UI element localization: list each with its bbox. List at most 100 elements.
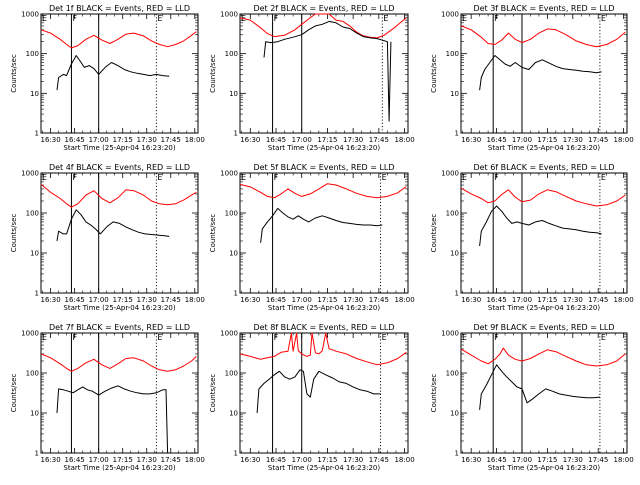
y-tick-label: 1	[234, 290, 238, 298]
y-tick-label: 1	[455, 130, 459, 138]
time-marker-label: F	[494, 14, 499, 23]
x-tick-label: 16:45	[266, 456, 286, 464]
chart-panel-4: Det 4f BLACK = Events, RED = LLD 1 10 100 10…	[10, 163, 205, 312]
x-tick-label: 16:45	[486, 456, 506, 464]
plot-frame	[40, 172, 199, 294]
x-axis-label: Start Time (25-Apr-04 16:23:20)	[488, 304, 600, 312]
y-tick-label: 100	[225, 50, 238, 58]
time-marker-label: F	[494, 173, 499, 182]
plot-frame	[239, 172, 409, 294]
chart-panel-2: Det 2f BLACK = Events, RED = LLD 1 10 100 10…	[209, 4, 415, 152]
x-tick-label: 17:00	[292, 456, 312, 464]
x-tick-label: 17:45	[588, 136, 608, 144]
plot-frame	[460, 13, 628, 134]
x-tick-label: 16:45	[65, 136, 85, 144]
y-axis-label: Counts/sec	[10, 374, 18, 413]
y-tick-label: 10	[229, 250, 238, 258]
y-tick-label: 1	[455, 450, 459, 458]
y-axis-label: Counts/sec	[430, 214, 438, 253]
chart-title: Det 5f BLACK = Events, RED = LLD	[253, 163, 394, 172]
x-tick-label: 17:45	[161, 456, 181, 464]
time-marker-label: E	[601, 173, 606, 182]
x-tick-label: 16:45	[266, 296, 286, 304]
x-tick-label: 16:45	[486, 296, 506, 304]
x-axis-label: Start Time (25-Apr-04 16:23:20)	[63, 144, 175, 152]
x-tick-label: 17:45	[369, 456, 389, 464]
x-axis-label: Start Time (25-Apr-04 16:23:20)	[268, 144, 380, 152]
time-marker-label: E	[382, 173, 387, 182]
x-tick-label: 16:45	[486, 136, 506, 144]
time-marker-label: E	[462, 173, 467, 182]
x-tick-label: 17:45	[161, 136, 181, 144]
x-tick-label: 17:00	[89, 456, 109, 464]
time-marker-label: E	[462, 333, 467, 342]
chart-title: Det 1f BLACK = Events, RED = LLD	[49, 4, 190, 13]
lld-series-line	[460, 25, 626, 48]
y-tick-label: 1000	[220, 330, 238, 338]
x-tick-label: 17:45	[369, 136, 389, 144]
x-tick-label: 18:00	[185, 456, 205, 464]
lld-series-line	[40, 29, 197, 49]
x-tick-label: 16:30	[41, 136, 61, 144]
x-tick-label: 17:15	[317, 296, 337, 304]
x-tick-label: 17:00	[292, 136, 312, 144]
x-tick-label: 16:30	[461, 136, 481, 144]
time-marker-label: F	[274, 333, 279, 342]
y-tick-label: 10	[229, 90, 238, 98]
y-axis-label: Counts/sec	[209, 214, 217, 253]
x-tick-label: 17:30	[343, 136, 363, 144]
x-tick-label: 18:00	[614, 136, 634, 144]
x-axis-label: Start Time (25-Apr-04 16:23:20)	[268, 304, 380, 312]
time-marker-label: E	[241, 333, 246, 342]
time-marker-label: E	[601, 333, 606, 342]
x-tick-label: 17:15	[317, 136, 337, 144]
time-marker-label: E	[157, 14, 162, 23]
y-tick-label: 10	[450, 410, 459, 418]
x-axis-label: Start Time (25-Apr-04 16:23:20)	[63, 464, 175, 472]
events-series-line	[263, 20, 392, 122]
x-tick-label: 16:30	[240, 296, 260, 304]
y-tick-label: 1	[35, 130, 39, 138]
chart-panel-3: Det 3f BLACK = Events, RED = LLD 1 10 100 10…	[430, 4, 634, 152]
time-marker-label: E	[42, 173, 47, 182]
x-tick-label: 17:15	[113, 136, 133, 144]
x-tick-label: 17:15	[317, 456, 337, 464]
x-tick-label: 17:15	[113, 296, 133, 304]
x-tick-label: 17:30	[343, 456, 363, 464]
lld-series-line	[460, 187, 626, 207]
x-tick-label: 16:30	[461, 296, 481, 304]
lld-series-line	[239, 13, 407, 39]
y-tick-label: 100	[26, 210, 39, 218]
chart-title: Det 7f BLACK = Events, RED = LLD	[49, 323, 190, 332]
x-tick-label: 17:00	[89, 136, 109, 144]
x-tick-label: 16:30	[240, 136, 260, 144]
x-axis-label: Start Time (25-Apr-04 16:23:20)	[63, 304, 175, 312]
y-tick-label: 1000	[441, 170, 459, 178]
chart-title: Det 3f BLACK = Events, RED = LLD	[473, 4, 614, 13]
y-tick-label: 1000	[441, 330, 459, 338]
chart-panel-6: Det 6f BLACK = Events, RED = LLD 1 10 100 10…	[430, 163, 634, 312]
lld-series-line	[40, 184, 197, 208]
x-tick-label: 16:30	[41, 296, 61, 304]
y-tick-label: 1	[35, 450, 39, 458]
x-tick-label: 17:15	[113, 456, 133, 464]
x-tick-label: 18:00	[185, 296, 205, 304]
chart-title: Det 8f BLACK = Events, RED = LLD	[253, 323, 394, 332]
plot-frame	[460, 332, 628, 454]
y-tick-label: 10	[450, 250, 459, 258]
x-tick-label: 17:45	[161, 296, 181, 304]
chart-panel-7: Det 7f BLACK = Events, RED = LLD 1 10 100 10…	[10, 323, 205, 472]
x-axis-label: Start Time (25-Apr-04 16:23:20)	[488, 144, 600, 152]
time-marker-label: E	[462, 14, 467, 23]
x-tick-label: 17:45	[588, 456, 608, 464]
plot-frame	[40, 332, 199, 454]
x-tick-label: 17:15	[537, 136, 557, 144]
x-tick-label: 17:15	[537, 456, 557, 464]
lld-series-line	[40, 353, 197, 372]
y-tick-label: 1	[234, 130, 238, 138]
x-tick-label: 17:00	[512, 296, 532, 304]
chart-title: Det 4f BLACK = Events, RED = LLD	[49, 163, 190, 172]
x-tick-label: 18:00	[614, 296, 634, 304]
